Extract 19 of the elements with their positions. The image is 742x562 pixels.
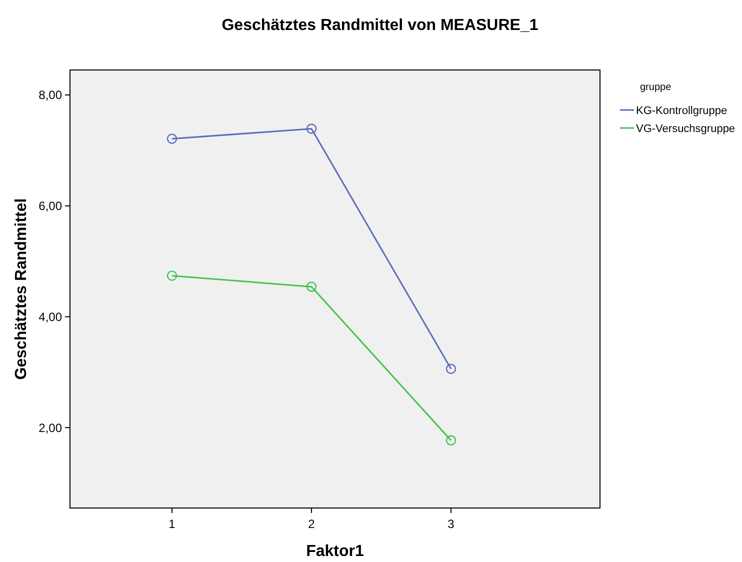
legend-label: KG-Kontrollgruppe xyxy=(636,104,728,117)
x-axis-title: Faktor1 xyxy=(306,543,364,560)
x-tick-label: 1 xyxy=(168,517,176,531)
point xyxy=(306,124,317,134)
legend-title: gruppe xyxy=(640,82,672,93)
point xyxy=(446,364,456,374)
y-tick-label: 6,00 xyxy=(38,199,62,214)
point xyxy=(166,270,178,281)
y-tick-label: 4,00 xyxy=(38,310,62,324)
point xyxy=(166,134,178,144)
point xyxy=(306,282,317,292)
x-tick-label: 3 xyxy=(448,517,455,531)
point xyxy=(446,435,456,446)
legend-label: VG-Versuchsgruppe xyxy=(636,122,736,135)
y-tick-label: 2,00 xyxy=(38,420,62,435)
chart-title: Geschätztes Randmittel von MEASURE_1 xyxy=(222,17,538,34)
y-axis-title: Geschätztes Randmittel xyxy=(13,198,30,380)
y-tick-label: 8,00 xyxy=(38,88,62,102)
x-tick-label: 2 xyxy=(308,517,316,531)
